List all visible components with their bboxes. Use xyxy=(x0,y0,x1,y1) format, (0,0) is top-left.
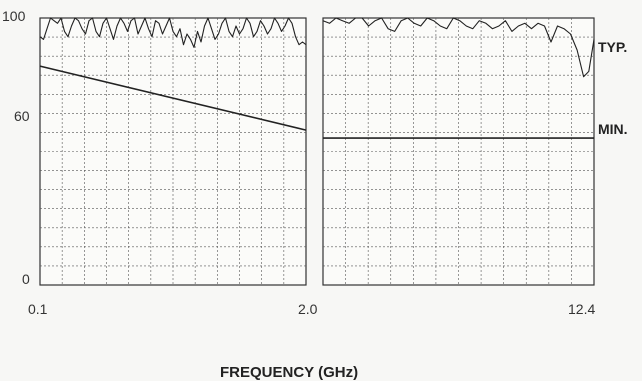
x-tick-label-2-0: 2.0 xyxy=(298,301,318,317)
series-line-typ xyxy=(39,17,307,48)
x-axis: 0.1 2.0 12.4 FREQUENCY (GHz) xyxy=(28,301,595,381)
series-label-min: MIN. xyxy=(598,121,628,137)
y-tick-label-60: 60 xyxy=(14,108,30,124)
panel-left xyxy=(39,17,307,286)
panel-right xyxy=(322,17,595,286)
series-line-min xyxy=(39,65,307,131)
y-axis: 100 60 0 xyxy=(2,8,30,287)
series-line-typ xyxy=(322,17,595,78)
legend: TYP. MIN. xyxy=(598,39,628,137)
y-tick-label-0: 0 xyxy=(22,271,30,287)
y-tick-label-100: 100 xyxy=(2,8,26,24)
x-tick-label-12-4: 12.4 xyxy=(568,301,595,317)
x-tick-label-0-1: 0.1 xyxy=(28,301,48,317)
series-label-typ: TYP. xyxy=(598,39,627,55)
x-axis-title: FREQUENCY (GHz) xyxy=(220,364,358,381)
